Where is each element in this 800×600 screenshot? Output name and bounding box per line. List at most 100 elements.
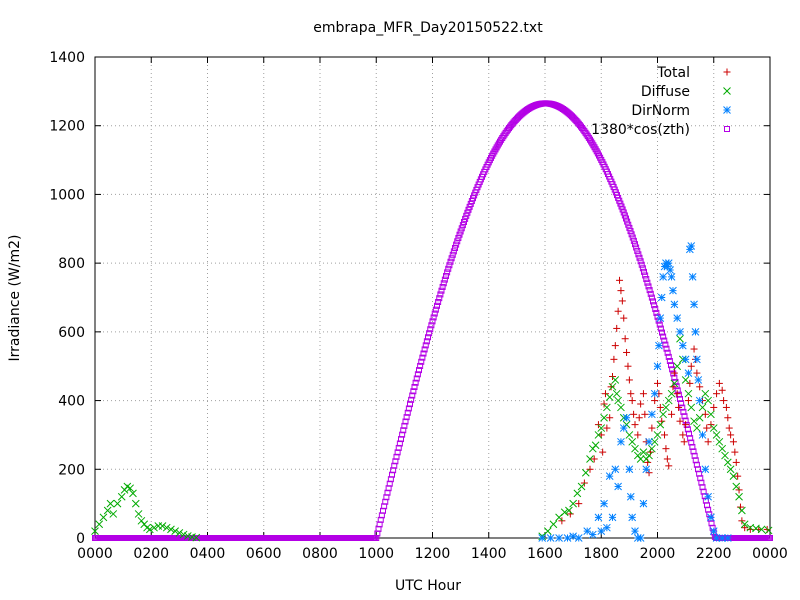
data-point: [624, 362, 632, 370]
data-point: [408, 396, 415, 403]
data-point: [642, 272, 649, 279]
data-point: [613, 324, 621, 332]
data-point: [690, 300, 698, 309]
data-point: [429, 318, 436, 325]
data-point: [696, 470, 703, 477]
data-point: [645, 451, 653, 460]
data-point: [581, 468, 590, 477]
data-point: [605, 393, 614, 401]
data-point: [126, 484, 135, 493]
data-point: [648, 424, 656, 432]
data-point: [620, 314, 628, 322]
data-point: [723, 458, 732, 467]
data-point: [113, 499, 122, 508]
data-point: [416, 367, 422, 374]
data-point: [650, 298, 656, 305]
data-point: [684, 397, 692, 405]
data-point: [694, 376, 703, 384]
x-tick-label: 2200: [696, 546, 732, 562]
data-point: [764, 526, 773, 535]
data-point: [608, 513, 617, 522]
data-point: [628, 513, 637, 522]
data-point: [569, 499, 577, 508]
data-point: [162, 523, 171, 532]
data-point: [673, 314, 682, 322]
data-point: [634, 247, 641, 254]
data-point: [698, 403, 707, 412]
data-point: [392, 458, 399, 465]
data-point: [710, 403, 718, 411]
data-point: [639, 265, 646, 272]
data-point: [712, 431, 721, 439]
data-point: [417, 362, 424, 369]
data-point: [688, 439, 695, 446]
data-point: [462, 215, 469, 222]
data-point: [651, 397, 659, 405]
data-point: [687, 362, 695, 370]
data-point: [667, 389, 676, 398]
data-point: [454, 238, 461, 245]
y-tick-label: 1000: [49, 187, 85, 203]
data-point: [657, 293, 666, 302]
data-point: [563, 534, 572, 542]
data-point: [624, 218, 631, 225]
data-point: [701, 389, 710, 398]
data-point: [637, 400, 645, 408]
data-point: [129, 489, 137, 498]
data-point: [670, 369, 678, 377]
data-point: [661, 431, 669, 439]
data-point: [689, 443, 696, 450]
data-point: [718, 534, 727, 542]
data-point: [605, 472, 614, 481]
data-point: [109, 510, 118, 518]
data-point: [676, 417, 684, 425]
data-point: [421, 346, 428, 353]
data-point: [391, 462, 398, 469]
data-point: [692, 457, 699, 464]
data-point: [729, 472, 738, 481]
x-tick-label: 1600: [527, 546, 563, 562]
data-point: [709, 424, 718, 432]
data-point: [652, 306, 659, 313]
y-tick-label: 0: [76, 531, 85, 547]
data-point: [729, 438, 737, 446]
data-point: [597, 527, 606, 535]
data-point: [538, 534, 547, 542]
data-point: [620, 209, 627, 216]
data-point: [603, 523, 611, 532]
data-point: [667, 273, 676, 281]
data-point: [639, 448, 648, 456]
data-point: [707, 513, 715, 522]
data-point: [459, 222, 466, 229]
data-point: [684, 426, 691, 433]
series-3: [92, 100, 773, 541]
data-point: [565, 506, 573, 515]
data-point: [687, 403, 696, 412]
data-point: [668, 410, 676, 418]
data-point: [456, 231, 463, 238]
data-point: [621, 335, 629, 343]
data-point: [555, 534, 563, 542]
data-point: [630, 410, 638, 418]
series-0: [558, 276, 771, 533]
data-point: [651, 302, 658, 309]
data-point: [614, 307, 622, 315]
data-point: [418, 358, 425, 365]
data-point: [650, 437, 659, 446]
data-point: [715, 379, 723, 387]
data-point: [718, 386, 726, 394]
data-point: [722, 403, 730, 411]
axis-ticks: 0000 0200 0400 0600 0800 1000 1200 1400 1600 1800…: [49, 50, 787, 562]
data-point: [704, 396, 712, 405]
data-point: [427, 326, 434, 333]
data-point: [650, 389, 659, 398]
data-point: [704, 492, 712, 501]
data-point: [669, 286, 677, 295]
data-point: [735, 492, 743, 501]
data-point: [628, 437, 637, 446]
data-point: [623, 215, 629, 222]
data-point: [664, 349, 671, 356]
data-point: [657, 325, 664, 332]
data-point: [601, 390, 609, 398]
data-point: [731, 448, 739, 456]
